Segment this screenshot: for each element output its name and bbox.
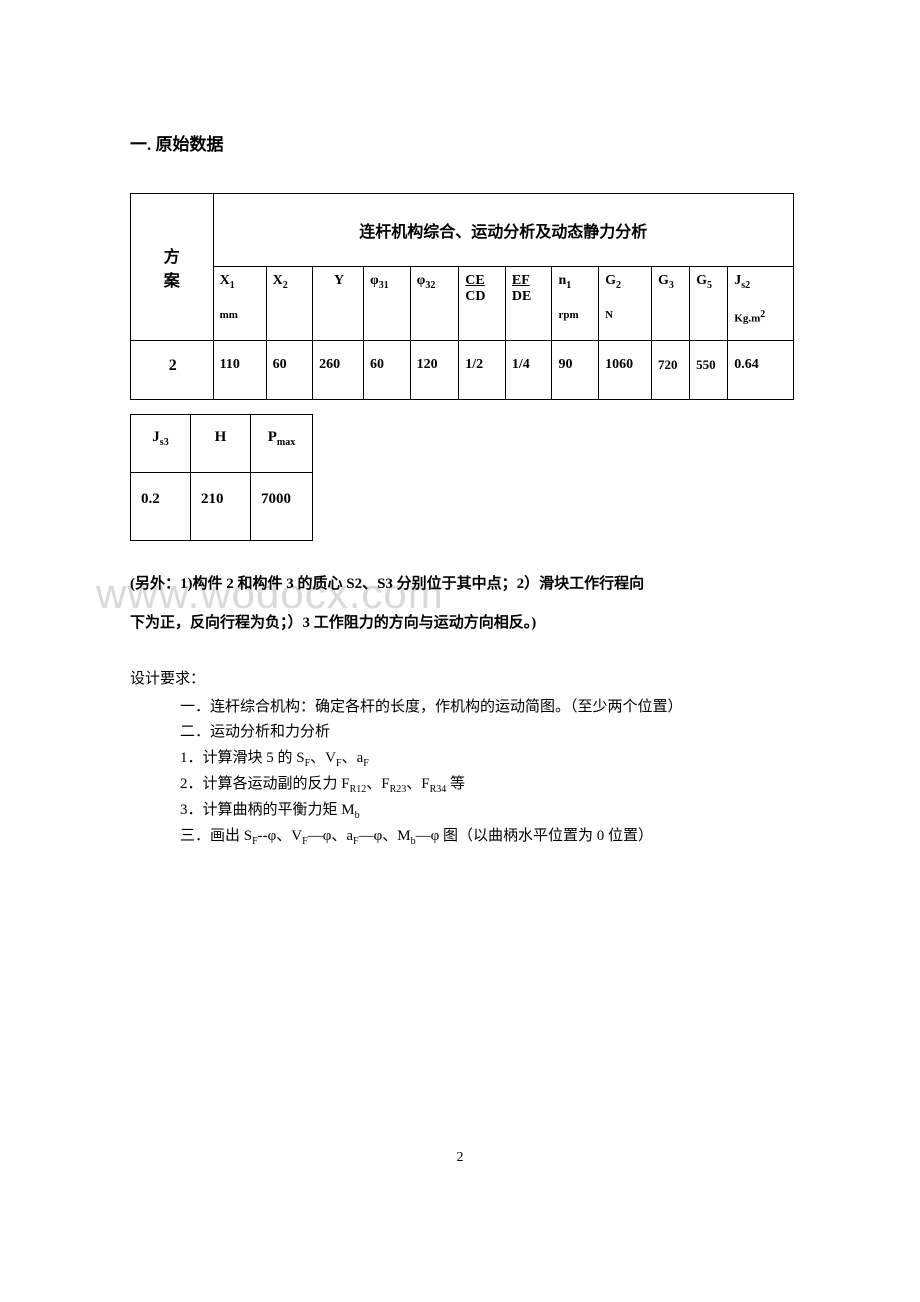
cell-CECD: 1/2 xyxy=(459,341,506,400)
note-paragraph: (另外：1)构件 2 和构件 3 的质心 S2、S3 分别位于其中点；2）滑块工… xyxy=(130,565,790,643)
cell-Js3: 0.2 xyxy=(131,473,191,541)
design-item-3: 三．画出 SF--φ、VF—φ、aF—φ、Mb—φ 图（以曲柄水平位置为 0 位… xyxy=(130,824,790,850)
table-row: 2 110 60 260 60 120 1/2 1/4 90 1060 720 … xyxy=(131,341,794,400)
secondary-data-table: Js3 H Pmax 0.2 210 7000 xyxy=(130,414,313,541)
col-EFDE: EF DE xyxy=(505,267,552,341)
design-title: 设计要求： xyxy=(130,667,790,693)
design-item-2: 二．运动分析和力分析 xyxy=(130,720,790,746)
scheme-label-1: 方 xyxy=(164,249,180,266)
col-H: H xyxy=(191,415,251,473)
col-Js2: Js2 Kg.m2 xyxy=(728,267,794,341)
scheme-label-2: 案 xyxy=(164,273,180,290)
col-Y: Y xyxy=(313,267,364,341)
cell-EFDE: 1/4 xyxy=(505,341,552,400)
cell-G3: 720 xyxy=(652,341,690,400)
col-phi31: φ31 xyxy=(363,267,410,341)
cell-X1: 110 xyxy=(213,341,266,400)
col-G2: G2 N xyxy=(599,267,652,341)
table-row: 0.2 210 7000 xyxy=(131,473,313,541)
cell-phi32: 120 xyxy=(410,341,459,400)
section-title: 一. 原始数据 xyxy=(130,130,790,155)
cell-X2: 60 xyxy=(266,341,313,400)
col-G5: G5 xyxy=(690,267,728,341)
col-n1: n1 rpm xyxy=(552,267,599,341)
col-G3: G3 xyxy=(652,267,690,341)
table-title: 连杆机构综合、运动分析及动态静力分析 xyxy=(213,194,793,267)
cell-Y: 260 xyxy=(313,341,364,400)
cell-G2: 1060 xyxy=(599,341,652,400)
cell-scheme: 2 xyxy=(131,341,214,400)
main-data-table: 方 案 连杆机构综合、运动分析及动态静力分析 X1 mm X2 Y φ31 φ3… xyxy=(130,193,794,400)
cell-phi31: 60 xyxy=(363,341,410,400)
scheme-header: 方 案 xyxy=(131,194,214,341)
col-Js3: Js3 xyxy=(131,415,191,473)
col-phi32: φ32 xyxy=(410,267,459,341)
design-item-2-1: 1．计算滑块 5 的 SF、VF、aF xyxy=(130,746,790,772)
page-number: 2 xyxy=(130,1150,790,1166)
design-item-2-2: 2．计算各运动副的反力 FR12、FR23、FR34 等 xyxy=(130,772,790,798)
design-item-2-3: 3．计算曲柄的平衡力矩 Mb xyxy=(130,798,790,824)
cell-Js2: 0.64 xyxy=(728,341,794,400)
col-X2: X2 xyxy=(266,267,313,341)
cell-n1: 90 xyxy=(552,341,599,400)
design-item-1: 一．连杆综合机构：确定各杆的长度，作机构的运动简图。（至少两个位置） xyxy=(130,695,790,721)
cell-G5: 550 xyxy=(690,341,728,400)
col-Pmax: Pmax xyxy=(251,415,313,473)
cell-Pmax: 7000 xyxy=(251,473,313,541)
col-X1: X1 mm xyxy=(213,267,266,341)
cell-H: 210 xyxy=(191,473,251,541)
design-requirements: 设计要求： 一．连杆综合机构：确定各杆的长度，作机构的运动简图。（至少两个位置）… xyxy=(130,667,790,850)
col-CECD: CE CD xyxy=(459,267,506,341)
